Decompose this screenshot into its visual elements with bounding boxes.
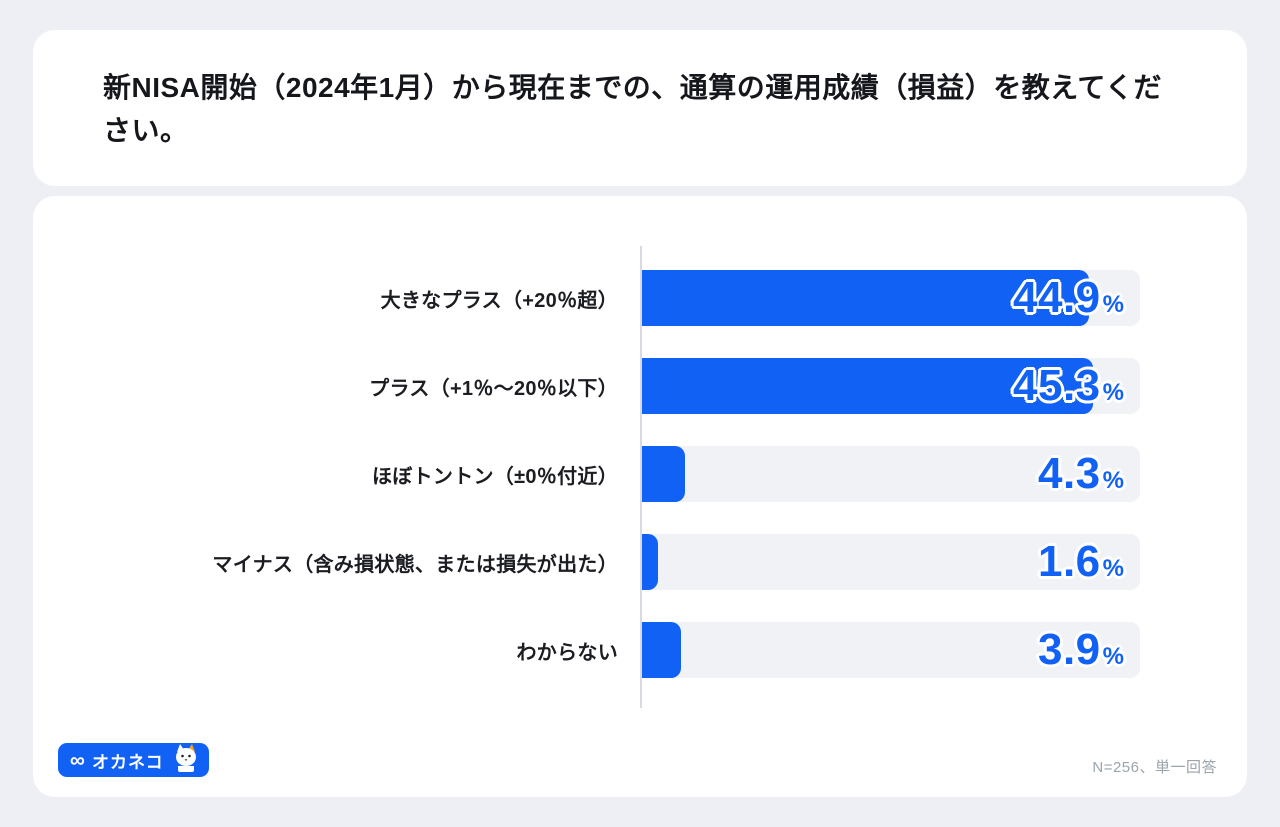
chart-row: ほぼトントン（±0％付近） 4.3% bbox=[33, 446, 1247, 502]
bar bbox=[642, 270, 1090, 326]
bar-area: 4.3% bbox=[642, 446, 1140, 502]
value-number: 4.3 bbox=[1037, 449, 1101, 498]
chart-row: わからない 3.9% bbox=[33, 622, 1247, 678]
bar bbox=[642, 622, 681, 678]
category-label: プラス（+1％〜20％以下） bbox=[369, 377, 618, 400]
chart-row: プラス（+1％〜20％以下） 45.3% bbox=[33, 358, 1247, 414]
category-label: マイナス（含み損状態、または損失が出た） bbox=[212, 553, 618, 576]
value-number: 3.9 bbox=[1037, 625, 1101, 674]
question-title-card: 新NISA開始（2024年1月）から現在までの、通算の運用成績（損益）を教えてく… bbox=[33, 30, 1247, 186]
value-number: 45.3 bbox=[1013, 361, 1101, 410]
chart-row: マイナス（含み損状態、または損失が出た） 1.6% bbox=[33, 534, 1247, 590]
chart-card: 大きなプラス（+20％超） 44.9% プラス（+1％〜20％以下） 45.3%… bbox=[33, 196, 1247, 797]
value-label: 45.3% bbox=[1013, 361, 1124, 411]
bar-area: 45.3% bbox=[642, 358, 1140, 414]
infinity-glasses-icon: ∞ bbox=[70, 748, 85, 772]
bar-area: 3.9% bbox=[642, 622, 1140, 678]
value-label: 1.6% bbox=[1038, 537, 1124, 587]
bar-track bbox=[642, 446, 1140, 502]
value-number: 1.6 bbox=[1037, 537, 1101, 586]
sample-note: N=256、単一回答 bbox=[1092, 759, 1217, 776]
bar-track bbox=[642, 622, 1140, 678]
okaneko-logo: ∞ オカネコ bbox=[58, 743, 209, 777]
percent-sign: % bbox=[1102, 379, 1124, 406]
value-number: 44.9 bbox=[1013, 273, 1101, 322]
category-label: わからない bbox=[516, 641, 618, 664]
bar-chart: 大きなプラス（+20％超） 44.9% プラス（+1％〜20％以下） 45.3%… bbox=[33, 246, 1247, 708]
bar-track bbox=[642, 534, 1140, 590]
question-title: 新NISA開始（2024年1月）から現在までの、通算の運用成績（損益）を教えてく… bbox=[103, 72, 1163, 147]
axis-baseline bbox=[640, 246, 642, 708]
cat-mascot-icon bbox=[175, 744, 196, 772]
percent-sign: % bbox=[1102, 291, 1124, 318]
bar bbox=[642, 358, 1094, 414]
bar-area: 44.9% bbox=[642, 270, 1140, 326]
bar bbox=[642, 534, 658, 590]
percent-sign: % bbox=[1102, 467, 1124, 494]
percent-sign: % bbox=[1102, 555, 1124, 582]
value-label: 4.3% bbox=[1038, 449, 1124, 499]
percent-sign: % bbox=[1102, 643, 1124, 670]
bar bbox=[642, 446, 685, 502]
logo-text: オカネコ bbox=[91, 752, 164, 772]
value-label: 44.9% bbox=[1013, 273, 1124, 323]
category-label: 大きなプラス（+20％超） bbox=[380, 289, 618, 312]
chart-row: 大きなプラス（+20％超） 44.9% bbox=[33, 270, 1247, 326]
value-label: 3.9% bbox=[1038, 625, 1124, 675]
bar-area: 1.6% bbox=[642, 534, 1140, 590]
category-label: ほぼトントン（±0％付近） bbox=[372, 465, 618, 488]
